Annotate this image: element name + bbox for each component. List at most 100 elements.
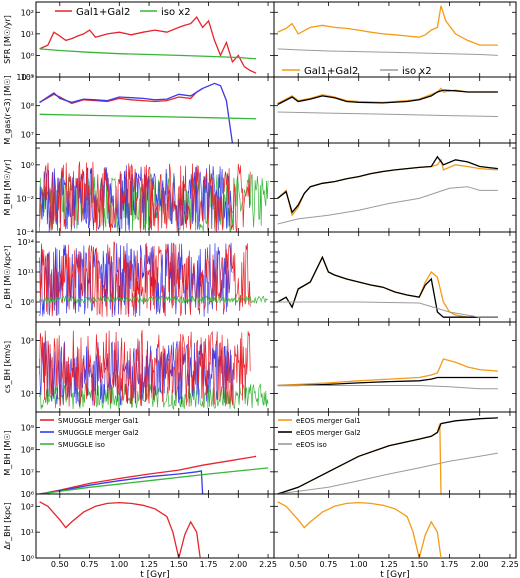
row-label: M_BH [M☉] xyxy=(3,430,12,475)
panel-frame xyxy=(35,76,275,144)
legend-right-label: eEOS merger Gal2 xyxy=(296,429,361,437)
y-tick-label: 10⁷ xyxy=(21,130,34,139)
panel-series xyxy=(39,241,269,318)
y-tick-label: 10⁹ xyxy=(21,73,34,82)
x-tick-label: 1.25 xyxy=(140,560,158,569)
x-tick-label: 1.75 xyxy=(200,560,218,569)
series-gal2 xyxy=(39,165,233,232)
panel-series xyxy=(277,5,498,56)
y-tick-label: 10³ xyxy=(21,337,34,346)
y-tick-label: 10⁰ xyxy=(21,51,34,60)
row-labels: 10² 10¹ 10⁰ 10⁻¹ SFR [M☉/yr] 10⁹ 10⁸ 10⁷ M_gas(r… xyxy=(2,8,34,563)
series-line xyxy=(39,113,257,120)
y-tick-label: 10² xyxy=(21,502,34,511)
panel-series xyxy=(277,87,498,117)
y-tick-label: 10¹ xyxy=(21,389,34,398)
panel-series xyxy=(277,501,442,558)
series-line xyxy=(277,5,498,46)
series-line xyxy=(39,48,257,60)
panel-series xyxy=(277,155,498,225)
panel-frame xyxy=(35,493,275,559)
series-iso xyxy=(39,382,269,410)
y-tick-label: 10⁶ xyxy=(21,490,34,499)
series-line xyxy=(277,158,498,217)
x-tick-label: 1.50 xyxy=(170,560,188,569)
panel-series xyxy=(39,455,269,494)
y-tick-label: 10⁻⁴ xyxy=(16,228,34,237)
panel-frame xyxy=(273,76,517,144)
series-line xyxy=(277,501,442,558)
x-tick-label: 1.75 xyxy=(441,560,459,569)
row-label: Δr_BH [kpc] xyxy=(3,502,12,549)
panel-series xyxy=(277,358,498,390)
y-tick-label: 10⁸ xyxy=(21,446,34,455)
legend-label: Gal1+Gal2 xyxy=(304,66,358,77)
series-line xyxy=(39,501,201,558)
x-tick-label: 1.00 xyxy=(350,560,368,569)
series-iso xyxy=(39,294,269,305)
x-tick-label: 2.00 xyxy=(471,560,489,569)
panel-frame xyxy=(273,231,517,323)
legend-right-label: eEOS iso xyxy=(296,441,327,449)
x-axis-label: t [Gyr] xyxy=(380,570,409,578)
panel-series xyxy=(39,16,257,74)
panel-series xyxy=(277,417,498,494)
x-axes: 0.50 0.75 1.00 1.25 1.50 1.75 2.00 2.25 t [Gyr] 0… xyxy=(51,560,519,578)
row-label: Ṁ_BH [M☉/yr] xyxy=(2,160,12,216)
series-line xyxy=(277,48,498,56)
legend-left-label: SMUGGLE merger Gal2 xyxy=(58,429,139,437)
y-tick-label: 10¹¹ xyxy=(17,268,34,277)
x-tick-label: 2.25 xyxy=(259,560,277,569)
series-line xyxy=(277,255,498,318)
series-line xyxy=(277,301,498,318)
panel-series xyxy=(39,161,269,232)
series-line xyxy=(277,186,498,225)
series-line xyxy=(277,111,498,117)
series-line xyxy=(277,89,498,106)
y-tick-label: 10¹⁴ xyxy=(17,238,34,247)
series-line xyxy=(277,452,498,494)
y-tick-label: 10⁰ xyxy=(21,554,34,563)
series-gal1 xyxy=(39,329,251,407)
legend-left-label: SMUGGLE merger Gal1 xyxy=(58,417,139,425)
series-gal1 xyxy=(39,241,251,317)
row-label: cs_BH [km/s] xyxy=(3,341,12,393)
series-line xyxy=(39,87,203,105)
x-tick-label: 0.50 xyxy=(289,560,307,569)
y-tick-label: 10⁻¹ xyxy=(16,73,34,82)
legend-label: iso x2 xyxy=(161,7,191,18)
y-tick-label: 10⁻² xyxy=(16,194,34,203)
x-tick-label: 1.00 xyxy=(110,560,128,569)
x-tick-label: 2.25 xyxy=(501,560,519,569)
y-tick-label: 10⁸ xyxy=(21,102,34,111)
legend-label: iso x2 xyxy=(402,66,432,77)
y-tick-label: 10⁹ xyxy=(21,423,34,432)
panel-series xyxy=(39,82,257,143)
panel-frame xyxy=(35,1,275,78)
panels: Gal1+Gal2 iso x2 Gal1+Gal2 iso x2 SMUGGLE me… xyxy=(35,1,517,559)
series-line xyxy=(277,155,498,214)
series-gal1 xyxy=(39,161,251,232)
y-tick-label: 10⁰ xyxy=(21,161,34,170)
panel-frame xyxy=(273,321,517,413)
panel-frame xyxy=(273,493,517,559)
panel-series xyxy=(39,329,269,410)
series-line xyxy=(277,87,498,104)
row-label: M_gas(r<3) [M☉] xyxy=(3,75,12,144)
series-line xyxy=(277,358,498,387)
y-tick-label: 10² xyxy=(21,8,34,17)
panel-series xyxy=(277,255,498,318)
row-label: ρ_BH [M☉/kpc³] xyxy=(3,245,12,308)
x-tick-label: 0.50 xyxy=(51,560,69,569)
y-tick-label: 10¹ xyxy=(21,30,34,39)
series-line xyxy=(39,467,269,494)
series-line xyxy=(39,455,257,494)
series-line xyxy=(277,385,498,390)
y-tick-label: 10⁷ xyxy=(21,468,34,477)
panel-series xyxy=(39,501,201,558)
legend-right-label: eEOS merger Gal1 xyxy=(296,417,361,425)
x-tick-label: 1.50 xyxy=(410,560,428,569)
legend-left-label: SMUGGLE iso xyxy=(58,441,105,449)
series-line xyxy=(277,255,498,318)
